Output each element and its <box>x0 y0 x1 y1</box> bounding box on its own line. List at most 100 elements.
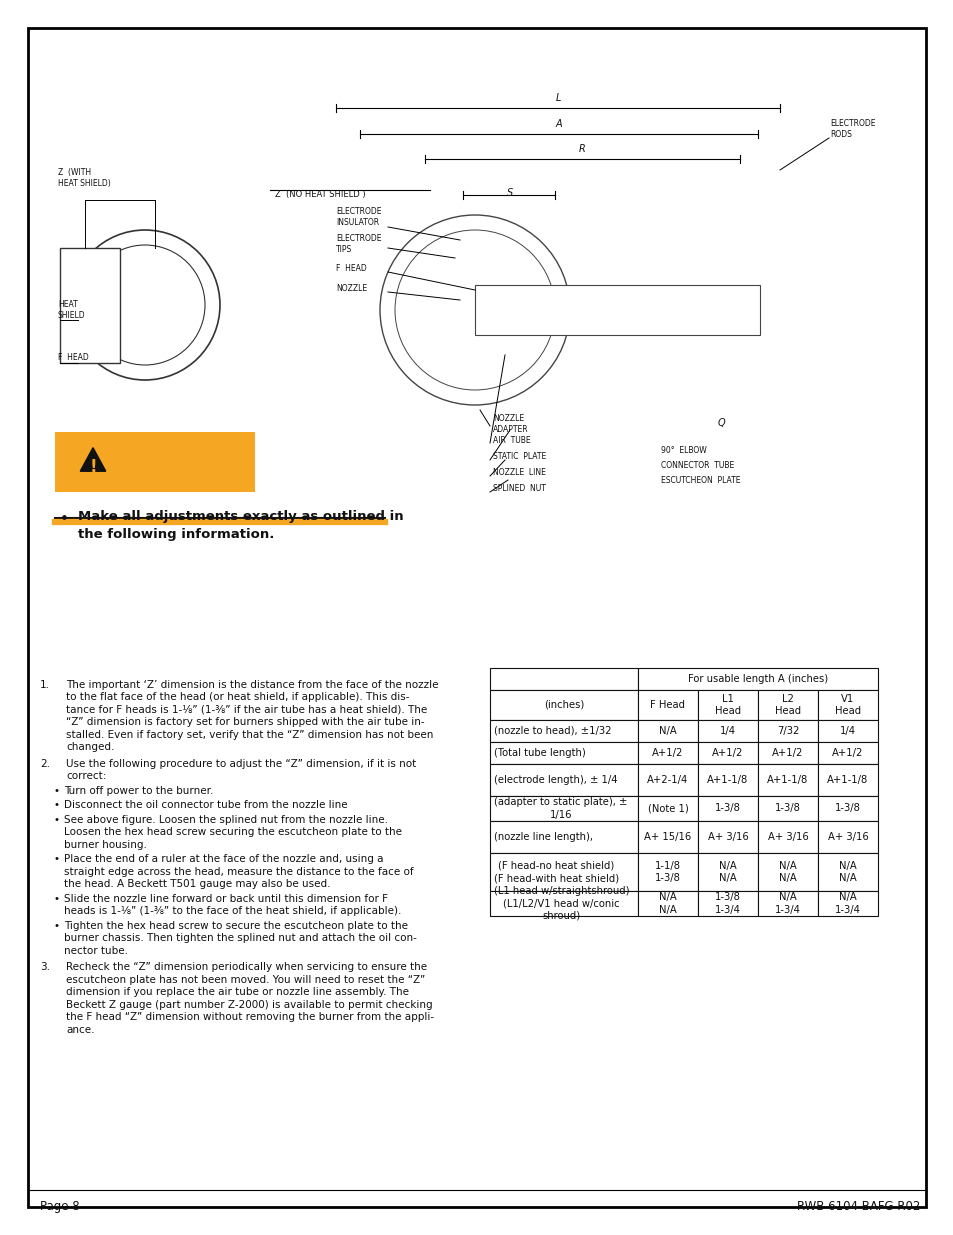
Bar <box>490 690 638 720</box>
Bar <box>638 720 698 742</box>
Bar <box>638 821 698 853</box>
Text: 1/4: 1/4 <box>720 726 735 736</box>
Bar <box>475 285 760 335</box>
Text: (Note 1): (Note 1) <box>647 804 688 814</box>
Text: A+1/2: A+1/2 <box>652 748 683 758</box>
Text: •: • <box>54 815 60 825</box>
Text: A+1-1/8: A+1-1/8 <box>826 776 868 785</box>
Bar <box>490 764 638 797</box>
Bar <box>698 821 758 853</box>
Text: N/A
N/A: N/A N/A <box>779 861 796 883</box>
Bar <box>638 853 698 890</box>
Text: A: A <box>555 119 561 128</box>
Text: Use the following procedure to adjust the “Z” dimension, if it is not: Use the following procedure to adjust th… <box>66 760 416 769</box>
Bar <box>698 890 758 916</box>
Text: See above figure. Loosen the splined nut from the nozzle line.: See above figure. Loosen the splined nut… <box>64 815 388 825</box>
Text: 2.: 2. <box>40 760 50 769</box>
Bar <box>817 821 877 853</box>
Bar <box>698 853 758 890</box>
Text: the F head “Z” dimension without removing the burner from the appli-: the F head “Z” dimension without removin… <box>66 1013 434 1023</box>
Bar <box>638 690 698 720</box>
Text: (Total tube length): (Total tube length) <box>494 748 585 758</box>
Text: Place the end of a ruler at the face of the nozzle and, using a: Place the end of a ruler at the face of … <box>64 855 383 864</box>
Text: •: • <box>54 800 60 810</box>
Bar <box>817 720 877 742</box>
Text: NOZZLE: NOZZLE <box>335 284 367 293</box>
Bar <box>758 853 817 890</box>
Text: 1-1/8
1-3/8: 1-1/8 1-3/8 <box>655 861 680 883</box>
Bar <box>638 742 698 764</box>
Text: •: • <box>54 785 60 797</box>
Bar <box>817 853 877 890</box>
Text: NOZZLE
ADAPTER: NOZZLE ADAPTER <box>493 414 528 433</box>
Text: ance.: ance. <box>66 1025 94 1035</box>
Text: For usable length A (inches): For usable length A (inches) <box>687 674 827 684</box>
Bar <box>490 853 638 890</box>
Text: Disconnect the oil connector tube from the nozzle line: Disconnect the oil connector tube from t… <box>64 800 347 810</box>
Text: A+1-1/8: A+1-1/8 <box>706 776 748 785</box>
Text: burner chassis. Then tighten the splined nut and attach the oil con-: burner chassis. Then tighten the splined… <box>64 934 416 944</box>
Text: HEAT
SHIELD: HEAT SHIELD <box>58 300 86 320</box>
Text: AIR  TUBE: AIR TUBE <box>493 436 530 445</box>
Text: A+ 3/16: A+ 3/16 <box>827 832 867 842</box>
Polygon shape <box>80 448 106 472</box>
Text: NOZZLE  LINE: NOZZLE LINE <box>493 468 545 477</box>
Text: Turn off power to the burner.: Turn off power to the burner. <box>64 785 213 797</box>
Text: ELECTRODE
RODS: ELECTRODE RODS <box>829 119 875 140</box>
Bar <box>698 720 758 742</box>
Text: Loosen the hex head screw securing the escutcheon plate to the: Loosen the hex head screw securing the e… <box>64 827 401 837</box>
Text: A+1-1/8: A+1-1/8 <box>766 776 808 785</box>
Text: 1-3/8
1-3/4: 1-3/8 1-3/4 <box>715 893 740 915</box>
Text: (nozzle line length),: (nozzle line length), <box>494 832 593 842</box>
Text: N/A
1-3/4: N/A 1-3/4 <box>774 893 801 915</box>
Text: changed.: changed. <box>66 742 114 752</box>
Bar <box>60 248 120 363</box>
Text: CONNECTOR  TUBE: CONNECTOR TUBE <box>660 461 734 471</box>
Bar <box>638 668 877 690</box>
Text: •: • <box>60 513 69 527</box>
Text: Beckett Z gauge (part number Z-2000) is available to permit checking: Beckett Z gauge (part number Z-2000) is … <box>66 1000 432 1010</box>
Text: ESCUTCHEON  PLATE: ESCUTCHEON PLATE <box>660 475 740 485</box>
Bar <box>698 690 758 720</box>
Text: Tighten the hex head screw to secure the escutcheon plate to the: Tighten the hex head screw to secure the… <box>64 921 408 931</box>
Text: F Head: F Head <box>650 700 685 710</box>
Text: L2
Head: L2 Head <box>774 694 801 716</box>
Text: (F head-no heat shield)
(F head-with heat shield): (F head-no heat shield) (F head-with hea… <box>494 861 618 883</box>
Text: tance for F heads is 1-⅛” (1-⅜” if the air tube has a heat shield). The: tance for F heads is 1-⅛” (1-⅜” if the a… <box>66 705 427 715</box>
Bar <box>758 690 817 720</box>
Bar <box>758 742 817 764</box>
Text: (L1 head w/straightshroud)
(L1/L2/V1 head w/conic
shroud): (L1 head w/straightshroud) (L1/L2/V1 hea… <box>494 885 629 921</box>
Text: Z  (WITH
HEAT SHIELD): Z (WITH HEAT SHIELD) <box>58 168 111 188</box>
Text: to the flat face of the head (or heat shield, if applicable). This dis-: to the flat face of the head (or heat sh… <box>66 693 409 703</box>
Text: N/A: N/A <box>659 726 677 736</box>
Text: (inches): (inches) <box>543 700 583 710</box>
Text: •: • <box>54 855 60 864</box>
Text: (nozzle to head), ±1/32: (nozzle to head), ±1/32 <box>494 726 611 736</box>
Text: N/A
N/A: N/A N/A <box>839 861 856 883</box>
Text: 7/32: 7/32 <box>776 726 799 736</box>
Text: RWB 6104 BAFG R02: RWB 6104 BAFG R02 <box>796 1200 919 1213</box>
Bar <box>758 821 817 853</box>
Text: A+ 15/16: A+ 15/16 <box>643 832 691 842</box>
Text: A+ 3/16: A+ 3/16 <box>767 832 807 842</box>
Text: SPLINED  NUT: SPLINED NUT <box>493 484 545 493</box>
Text: N/A
N/A: N/A N/A <box>719 861 736 883</box>
Bar <box>55 432 254 492</box>
Bar <box>490 821 638 853</box>
Text: A+ 3/16: A+ 3/16 <box>707 832 747 842</box>
Text: Page 8: Page 8 <box>40 1200 79 1213</box>
Text: F  HEAD: F HEAD <box>335 264 366 273</box>
Bar <box>490 890 638 916</box>
Bar <box>817 890 877 916</box>
Bar <box>490 797 638 821</box>
Text: Make all adjustments exactly as outlined in: Make all adjustments exactly as outlined… <box>78 510 403 522</box>
Text: V1
Head: V1 Head <box>834 694 861 716</box>
Text: Q: Q <box>718 417 725 429</box>
Text: ELECTRODE
TIPS: ELECTRODE TIPS <box>335 233 381 254</box>
Text: !: ! <box>89 458 96 475</box>
Bar <box>758 764 817 797</box>
Text: R: R <box>578 144 585 154</box>
Bar <box>758 797 817 821</box>
Text: A+1/2: A+1/2 <box>831 748 862 758</box>
Text: 3.: 3. <box>40 962 50 972</box>
